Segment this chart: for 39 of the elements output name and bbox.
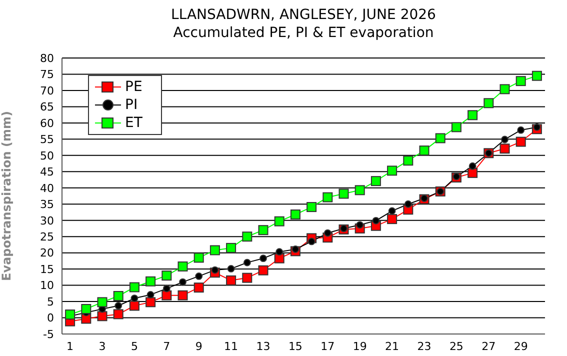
x-tick-label: 11	[224, 340, 238, 353]
x-tick-label: 29	[514, 340, 528, 353]
y-tick-label: 35	[40, 198, 54, 212]
x-tick-label: 21	[385, 340, 400, 353]
y-tick-label: 10	[40, 279, 54, 292]
legend-label: PI	[125, 96, 138, 114]
x-tick-label: 7	[163, 340, 170, 353]
chart-title: LLANSADWRN, ANGLESEY, JUNE 2026	[170, 6, 437, 24]
legend-label: ET	[125, 114, 142, 132]
y-tick-label: 5	[47, 295, 54, 308]
y-tick-label: 40	[40, 182, 54, 195]
x-tick-label: 9	[195, 340, 202, 353]
y-tick-label: 50	[40, 149, 54, 162]
y-axis-title: Evapotranspiration (mm)	[0, 111, 14, 281]
y-tick-label: 15	[40, 262, 54, 276]
y-tick-label: 60	[40, 116, 54, 130]
x-tick-label: 1	[66, 340, 74, 353]
x-tick-label: 27	[482, 340, 496, 353]
y-tick-label: 0	[47, 312, 54, 325]
x-tick-label: 17	[320, 340, 335, 353]
y-tick-label: 20	[40, 246, 54, 260]
y-tick-label: 75	[40, 68, 54, 82]
y-tick-label: 30	[40, 214, 54, 228]
x-tick-label: 19	[352, 340, 367, 353]
x-tick-label: 5	[130, 340, 138, 353]
y-tick-label: 70	[40, 84, 54, 98]
x-tick-label: 13	[256, 340, 270, 353]
y-tick-label: 65	[40, 100, 54, 114]
y-tick-label: 45	[40, 166, 54, 179]
y-tick-label: 55	[40, 133, 54, 146]
y-tick-label: 25	[40, 230, 54, 244]
x-tick-label: 3	[98, 340, 106, 353]
legend-label: PE	[125, 78, 142, 96]
y-tick-label: 80	[40, 52, 54, 65]
chart-subtitle: Accumulated PE, PI & ET evaporation	[172, 24, 435, 42]
x-tick-label: 25	[449, 340, 464, 353]
y-tick-label: -5	[43, 328, 54, 341]
x-tick-label: 23	[417, 340, 432, 353]
x-tick-label: 15	[288, 340, 302, 353]
